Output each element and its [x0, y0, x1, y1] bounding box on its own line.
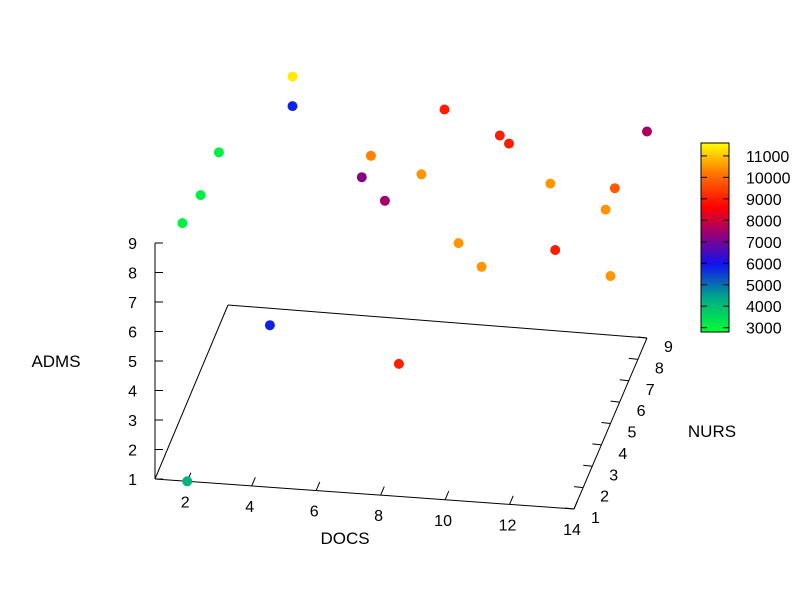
data-point [182, 476, 193, 487]
y-tick-label: 9 [664, 339, 673, 356]
colorbar-tick-label: 7000 [746, 235, 782, 252]
x-tick-label: 6 [310, 504, 319, 521]
y-tick-mark [583, 464, 593, 467]
data-point [177, 218, 188, 229]
colorbar-tick-label: 11000 [746, 149, 789, 166]
y-tick-mark [610, 400, 620, 403]
x-axis-label: DOCS [320, 529, 369, 548]
y-tick-label: 8 [655, 360, 664, 377]
colorbar-tick-label: 10000 [746, 170, 791, 187]
y-tick-mark [574, 486, 584, 489]
y-tick-mark [619, 379, 629, 382]
data-point [287, 71, 298, 82]
x-tick-mark [380, 486, 385, 496]
z-axis: 1 2 3 4 5 6 7 8 9 [128, 236, 163, 489]
data-point [264, 320, 275, 331]
z-tick-label: 3 [128, 413, 137, 430]
left-edge [154, 304, 229, 480]
z-tick-label: 7 [128, 295, 137, 312]
data-point [195, 190, 206, 201]
colorbar: 3000 4000 5000 6000 7000 8000 9000 10000 11000 [700, 142, 791, 338]
x-tick-mark [573, 500, 579, 510]
y-tick-label: 3 [609, 467, 618, 484]
data-point [605, 271, 616, 281]
data-point [609, 183, 620, 194]
data-point [365, 150, 376, 161]
colorbar-ticks: 3000 4000 5000 6000 7000 8000 9000 10000 11000 [701, 149, 791, 338]
data-point [393, 358, 404, 369]
data-point [439, 104, 450, 115]
x-tick-label: 2 [181, 494, 190, 511]
y-tick-label: 5 [628, 425, 637, 442]
data-point [545, 178, 556, 189]
x-axis-ticks: 2 4 6 8 10 12 14 [181, 472, 581, 539]
colorbar-tick-label: 6000 [746, 256, 782, 273]
z-tick-label: 6 [128, 325, 137, 342]
x-tick-mark [251, 477, 256, 487]
z-tick-label: 1 [128, 472, 137, 489]
colorbar-tick-label: 5000 [746, 278, 782, 295]
colorbar-tick-label: 4000 [746, 299, 782, 316]
data-point [550, 245, 561, 255]
z-tick-label: 9 [128, 236, 137, 253]
y-axis-label: NURS [688, 422, 736, 441]
data-point [287, 101, 298, 112]
x-tick-mark [315, 481, 321, 491]
data-point [416, 169, 427, 180]
z-axis-ticks: 1 2 3 4 5 6 7 8 9 [128, 236, 163, 489]
x-tick-mark [509, 495, 514, 505]
y-tick-mark [592, 443, 602, 446]
y-tick-label: 7 [646, 382, 655, 399]
y-tick-mark [628, 357, 638, 360]
x-tick-label: 8 [374, 508, 383, 525]
colorbar-tick-label: 3000 [746, 321, 782, 338]
z-tick-label: 2 [128, 443, 137, 460]
back-edge [227, 304, 648, 339]
data-point [494, 130, 505, 141]
data-point [476, 261, 487, 272]
x-axis-line [154, 478, 575, 510]
y-tick-label: 6 [637, 403, 646, 420]
x-tick-label: 10 [434, 513, 452, 530]
colorbar-tick-label: 9000 [746, 192, 782, 209]
y-tick-label: 4 [618, 446, 627, 463]
y-tick-mark [564, 507, 575, 510]
y-tick-mark [637, 336, 648, 339]
x-tick-mark [444, 491, 450, 500]
data-points [177, 71, 652, 487]
x-tick-label: 12 [499, 517, 517, 534]
data-point [642, 126, 652, 137]
data-point [453, 238, 464, 249]
colorbar-gradient [700, 142, 730, 333]
x-tick-label: 14 [563, 522, 581, 539]
data-point [379, 195, 390, 206]
colorbar-tick-label: 8000 [746, 213, 782, 230]
x-tick-label: 4 [245, 499, 254, 516]
z-axis-label: ADMS [31, 352, 80, 371]
data-point [600, 204, 611, 215]
z-tick-label: 8 [128, 266, 137, 283]
data-point [213, 147, 224, 158]
y-tick-label: 1 [591, 510, 600, 527]
y-tick-mark [601, 422, 611, 424]
data-point [504, 138, 514, 149]
y-tick-label: 2 [600, 489, 609, 506]
z-tick-label: 5 [128, 354, 137, 371]
z-tick-label: 4 [128, 384, 137, 401]
data-point [356, 172, 367, 183]
